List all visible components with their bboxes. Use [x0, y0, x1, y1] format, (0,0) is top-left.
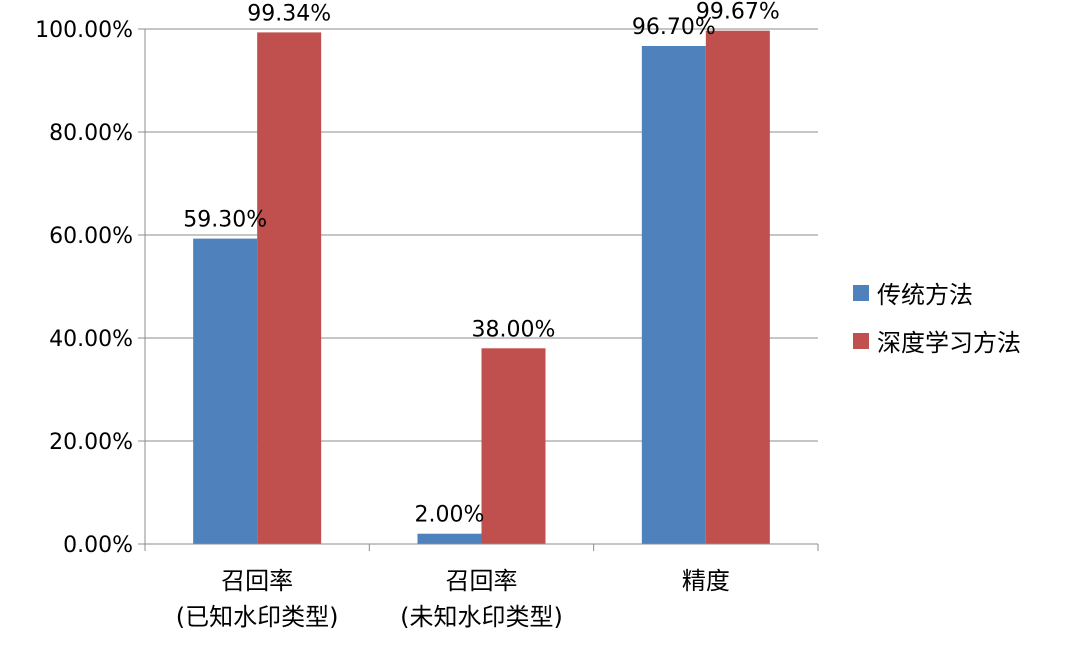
- legend-label: 传统方法: [877, 281, 973, 309]
- bar-deep-learning: [257, 32, 322, 545]
- x-axis: 召回率 (已知水印类型) 召回率 (未知水印类型) 精度: [144, 543, 819, 631]
- x-category-label: 精度: [682, 567, 730, 595]
- y-tick-label: 0.00%: [63, 533, 133, 558]
- bar-value-label: 96.70%: [632, 15, 716, 40]
- bar-value-label: 99.67%: [696, 0, 780, 25]
- x-category-label: (已知水印类型): [176, 603, 339, 631]
- bar-value-label: 99.34%: [247, 1, 331, 26]
- bar-traditional: [193, 238, 258, 545]
- bar-value-label: 38.00%: [472, 317, 556, 342]
- bars: [193, 30, 770, 545]
- x-category-label: 召回率: [446, 567, 518, 595]
- legend-label: 深度学习方法: [877, 329, 1021, 357]
- bar-traditional: [641, 45, 706, 545]
- y-tick-label: 60.00%: [49, 224, 133, 249]
- y-tick-label: 100.00%: [35, 18, 133, 43]
- y-tick-label: 40.00%: [49, 327, 133, 352]
- y-axis: 0.00% 20.00% 40.00% 60.00% 80.00% 100.00%: [35, 18, 146, 558]
- y-tick-label: 20.00%: [49, 430, 133, 455]
- bar-traditional: [417, 533, 482, 544]
- data-labels: 59.30% 99.34% 2.00% 38.00% 96.70%99.67%: [183, 0, 780, 528]
- bar-deep-learning: [705, 30, 770, 544]
- legend-swatch: [853, 285, 869, 301]
- bar-value-label: 2.00%: [415, 503, 485, 528]
- legend-swatch: [853, 333, 869, 349]
- y-tick-label: 80.00%: [49, 121, 133, 146]
- bar-value-label: 59.30%: [183, 208, 267, 233]
- bar-deep-learning: [481, 348, 546, 544]
- x-category-label: 召回率: [221, 567, 293, 595]
- x-category-label: (未知水印类型): [400, 603, 563, 631]
